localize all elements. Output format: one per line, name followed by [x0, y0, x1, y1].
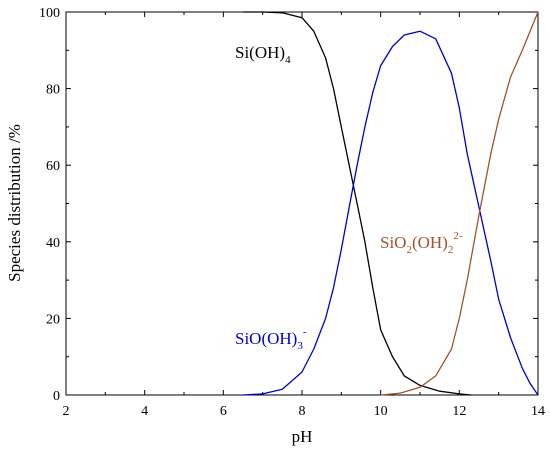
- series-layer: [242, 11, 539, 396]
- series-label-si-oh4-base: Si(OH): [235, 43, 285, 62]
- series-label-sio2-oh2-sub1: 2: [406, 244, 412, 256]
- x-tick-label: 12: [452, 404, 466, 419]
- y-tick-label: 60: [46, 159, 60, 174]
- series-label-sio-oh3-base: SiO(OH): [235, 329, 297, 348]
- y-tick-label: 20: [46, 312, 60, 327]
- x-tick-label: 14: [531, 404, 545, 419]
- series-label-sio2-oh2-base: SiO: [380, 233, 406, 252]
- y-axis-title: Species distribution /%: [5, 124, 24, 282]
- series-label-si-oh4: Si(OH)4: [235, 43, 291, 66]
- axis-ticks: 2 4 6 8 10 12 14 0 20 40 60 80 100: [39, 6, 545, 419]
- x-tick-label: 8: [299, 404, 306, 419]
- series-label-si-oh4-sub: 4: [285, 54, 291, 66]
- series-label-sio2-oh2: SiO2(OH)22-: [380, 230, 463, 256]
- x-tick-label: 2: [63, 404, 70, 419]
- series-line-1: [242, 30, 539, 396]
- series-label-sio2-oh2-mid: (OH): [412, 233, 448, 252]
- y-tick-label: 100: [39, 6, 60, 21]
- series-label-sio-oh3-sub: 3: [297, 340, 303, 352]
- series-line-2: [380, 11, 539, 396]
- series-label-sio2-oh2-sup: 2-: [453, 230, 463, 242]
- y-tick-label: 40: [46, 236, 60, 251]
- x-tick-label: 4: [141, 404, 148, 419]
- series-label-sio2-oh2-sub2: 2: [448, 244, 454, 256]
- x-axis-title: pH: [292, 427, 313, 446]
- x-tick-label: 10: [374, 404, 388, 419]
- y-tick-label: 0: [53, 389, 60, 404]
- series-line-0: [243, 11, 472, 396]
- x-tick-label: 6: [220, 404, 227, 419]
- series-label-sio-oh3: SiO(OH)3-: [235, 326, 307, 352]
- y-tick-label: 80: [46, 83, 60, 98]
- series-label-sio-oh3-sup: -: [303, 326, 307, 338]
